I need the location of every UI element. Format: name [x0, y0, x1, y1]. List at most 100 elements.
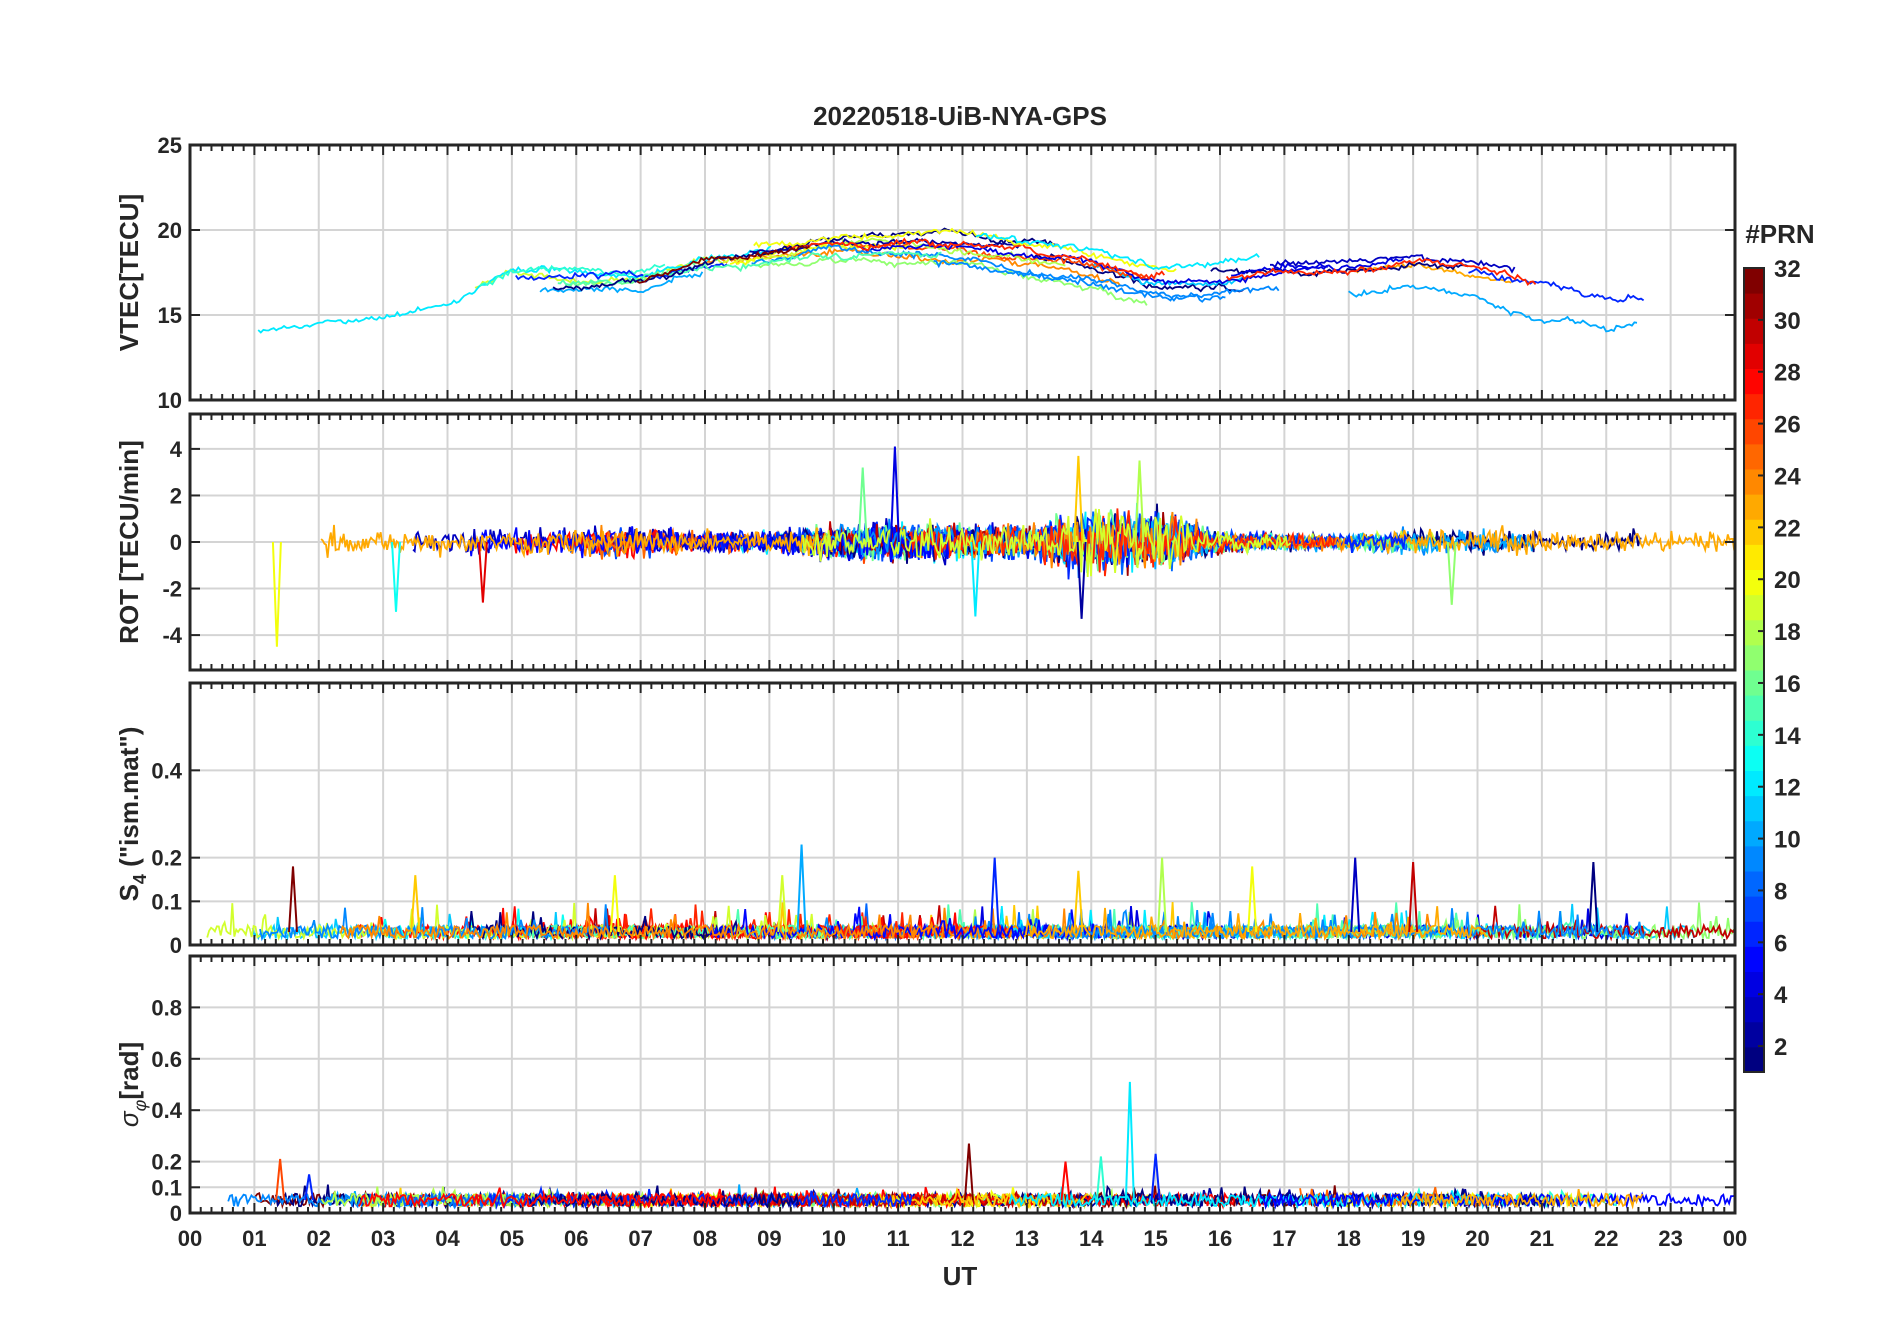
colorbar-tick-label: 6: [1774, 930, 1787, 957]
colorbar-tick-label: 32: [1774, 256, 1801, 283]
colorbar-tick-label: 30: [1774, 308, 1801, 335]
colorbar-tick-label: 20: [1774, 567, 1801, 594]
prn-trace: [751, 243, 1226, 303]
x-axis-label: UT: [943, 1261, 978, 1291]
y-tick-label: 0.4: [151, 1098, 182, 1123]
x-tick-label: 12: [950, 1226, 974, 1251]
x-tick-labels: 00 01 02 03 04 05 06 07 08 09 10 11 12 13 14 15 16 17 18 19…: [178, 1226, 1747, 1251]
prn-trace: [320, 524, 834, 559]
colorbar-segment: [1744, 494, 1764, 520]
s4-peak: [1408, 861, 1419, 932]
y-tick-label: 0.4: [151, 758, 182, 783]
x-tick-label: 21: [1530, 1226, 1554, 1251]
y-tick-label: 0.8: [151, 995, 182, 1020]
traces-vtec: [257, 227, 1645, 334]
panel-s4: 0 0.1 0.2 0.4S4 ("ism.mat"): [114, 681, 1737, 958]
colorbar-segment: [1744, 720, 1764, 746]
rot-peak: [857, 467, 868, 543]
colorbar-segment: [1744, 569, 1764, 596]
y-tick-label: 20: [158, 218, 182, 243]
colorbar-segment: [1744, 343, 1764, 369]
prn-trace: [877, 1186, 1089, 1210]
rot-peak: [271, 541, 282, 647]
colorbar-segment: [1744, 971, 1764, 998]
colorbar-segment: [1744, 996, 1764, 1023]
x-tick-label: 16: [1208, 1226, 1232, 1251]
prn-trace: [908, 508, 1336, 573]
colorbar-segment: [1744, 469, 1764, 495]
colorbar-segment: [1744, 368, 1764, 395]
colorbar-segment: [1744, 845, 1764, 872]
panel-rot: -4 -2 0 2 4 ROT [TECU/min]: [114, 412, 1737, 672]
prn-trace: [753, 227, 1177, 273]
prn-trace: [1231, 257, 1405, 277]
rot-peak: [477, 541, 488, 603]
colorbar-frame: [1743, 267, 1765, 1073]
axes-rot: -4 -2 0 2 4: [162, 412, 1737, 672]
rot-peak: [1134, 460, 1145, 543]
colorbar-segment: [1744, 519, 1764, 545]
s4-peak: [288, 866, 298, 932]
prn-trace: [539, 271, 704, 294]
colorbar-segment: [1744, 695, 1764, 721]
y-axis-label-rot: ROT [TECU/min]: [114, 440, 144, 644]
colorbar-label: #PRN: [1745, 219, 1814, 249]
colorbar-tick-label: 18: [1774, 619, 1801, 646]
sigma_phi-peak: [1124, 1081, 1135, 1201]
x-tick-label: 19: [1401, 1226, 1425, 1251]
y-axis-label-sigma_phi: σφ[rad]: [114, 1042, 150, 1127]
prn-trace: [339, 902, 938, 942]
sigma_phi-peak: [1060, 1161, 1071, 1201]
prn-trace: [474, 242, 859, 289]
rot-peak: [970, 541, 981, 617]
axes-s4: 0 0.1 0.2 0.4: [151, 681, 1737, 958]
colorbar-segment: [1744, 544, 1764, 570]
rot-peak: [391, 541, 401, 612]
colorbar-segment: [1744, 820, 1764, 847]
colorbar-segment: [1744, 418, 1764, 445]
x-tick-label: 18: [1337, 1226, 1361, 1251]
y-tick-label: 15: [158, 303, 182, 328]
sigma_phi-peak: [1095, 1156, 1106, 1201]
y-axis-label-s4: S4 ("ism.mat"): [114, 727, 150, 902]
prn-trace: [785, 237, 1166, 280]
figure-title: 20220518-UiB-NYA-GPS: [813, 101, 1107, 131]
prn-trace: [706, 906, 1108, 942]
rot-peak: [1446, 541, 1457, 605]
x-tick-label: 10: [822, 1226, 846, 1251]
traces-s4: [206, 844, 1735, 942]
prn-trace: [357, 1187, 725, 1210]
colorbar-segment: [1744, 946, 1764, 972]
colorbar-tick-label: 16: [1774, 671, 1801, 698]
y-tick-label: 0: [170, 933, 182, 958]
colorbar-segment: [1744, 871, 1764, 897]
x-tick-label: 07: [628, 1226, 652, 1251]
x-tick-label: 01: [242, 1226, 266, 1251]
s4-peak: [1350, 857, 1361, 932]
x-tick-label: 03: [371, 1226, 395, 1251]
colorbar-tick-label: 22: [1774, 515, 1801, 542]
axes-sigma_phi: 00.10.2 0.4 0.6 0.8: [151, 954, 1737, 1226]
x-tick-label: 15: [1143, 1226, 1167, 1251]
s4-peak: [609, 875, 620, 932]
colorbar-tick-label: 8: [1774, 878, 1787, 905]
colorbar-tick-label: 28: [1774, 360, 1801, 387]
x-tick-label: 09: [757, 1226, 781, 1251]
colorbar-segment: [1744, 393, 1764, 420]
y-tick-label: 0: [170, 530, 182, 555]
x-tick-label: 13: [1015, 1226, 1039, 1251]
x-tick-label: 17: [1272, 1226, 1296, 1251]
s4-peak: [1073, 870, 1084, 932]
s4-peak: [1247, 866, 1258, 932]
rot-peak: [1073, 455, 1084, 543]
traces-rot: [271, 446, 1735, 647]
colorbar-segment: [1744, 293, 1764, 319]
prn-trace: [1398, 1188, 1644, 1210]
sigma_phi-peak: [304, 1174, 315, 1201]
colorbar-tick-label: 12: [1774, 775, 1801, 802]
prn-trace: [1051, 908, 1647, 942]
y-axis-label-vtec: VTEC[TECU]: [114, 194, 144, 351]
colorbar-segment: [1744, 318, 1764, 344]
x-tick-label: 23: [1658, 1226, 1682, 1251]
